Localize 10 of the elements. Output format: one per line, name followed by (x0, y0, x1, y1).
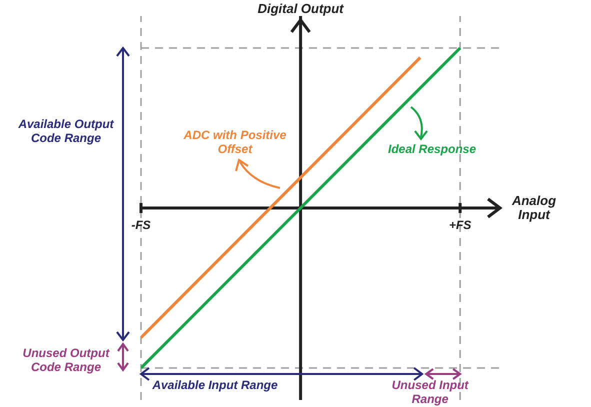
text: Available Input Range (151, 378, 279, 392)
x-tick-label: -FS (131, 218, 151, 232)
y-axis-title: Digital Output (256, 1, 345, 16)
x-axis-title: Analog Input (510, 193, 558, 222)
x-tick-label: +FS (448, 218, 472, 232)
text: Unused Input Range (390, 378, 470, 406)
text: ADC with Positive Offset (182, 128, 288, 156)
text: Unused Output Code Range (22, 346, 111, 374)
text: Available Output Code Range (17, 117, 115, 145)
legend-label: Ideal Response (386, 142, 478, 156)
